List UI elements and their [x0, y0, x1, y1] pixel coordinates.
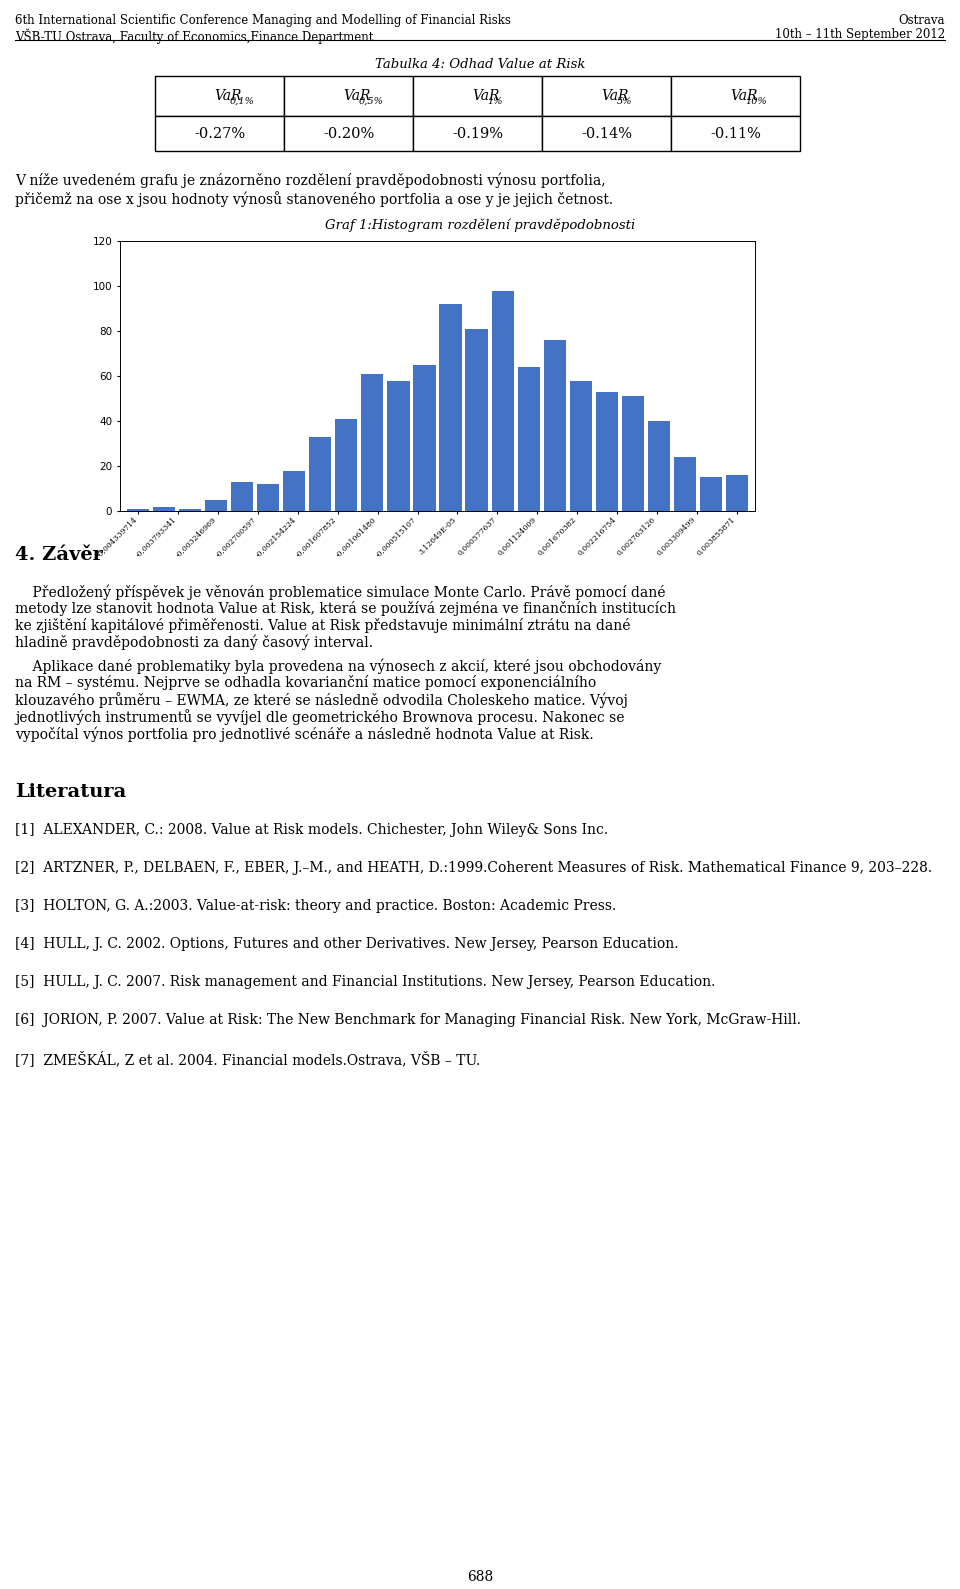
Text: přičemž na ose x jsou hodnoty výnosů stanoveného portfolia a ose y je jejich čet: přičemž na ose x jsou hodnoty výnosů sta…	[15, 191, 613, 207]
Text: 6th International Scientific Conference Managing and Modelling of Financial Risk: 6th International Scientific Conference …	[15, 14, 511, 27]
Text: VŠB-TU Ostrava, Faculty of Economics,Finance Department: VŠB-TU Ostrava, Faculty of Economics,Fin…	[15, 29, 373, 43]
Text: Ostrava: Ostrava	[899, 14, 945, 27]
Bar	[466, 329, 488, 512]
Text: [7]  ZMEŠKÁL, Z et al. 2004. Financial models.Ostrava, VŠB – TU.: [7] ZMEŠKÁL, Z et al. 2004. Financial mo…	[15, 1050, 480, 1066]
Bar	[180, 508, 202, 512]
Text: VaR: VaR	[344, 89, 371, 103]
Text: VaR: VaR	[214, 89, 242, 103]
Text: Literatura: Literatura	[15, 783, 127, 801]
Text: VaR: VaR	[472, 89, 500, 103]
Text: [3]  HOLTON, G. A.:2003. Value-at-risk: theory and practice. Boston: Academic Pr: [3] HOLTON, G. A.:2003. Value-at-risk: t…	[15, 899, 616, 914]
Bar	[543, 340, 565, 512]
Bar	[492, 291, 514, 512]
Bar	[284, 76, 413, 116]
Bar	[154, 507, 176, 512]
Text: jednotlivých instrumentů se vyvíjel dle geometrického Brownova procesu. Nakonec : jednotlivých instrumentů se vyvíjel dle …	[15, 709, 625, 725]
Bar	[726, 475, 748, 512]
Bar	[283, 470, 305, 512]
Text: 688: 688	[467, 1570, 493, 1584]
Text: -0.11%: -0.11%	[710, 127, 761, 140]
Text: Tabulka 4: Odhad Value at Risk: Tabulka 4: Odhad Value at Risk	[374, 59, 586, 72]
Bar	[257, 485, 279, 512]
Bar	[413, 116, 542, 151]
Bar	[674, 458, 696, 512]
Bar	[205, 501, 228, 512]
Text: 0,1%: 0,1%	[229, 97, 254, 105]
Text: [2]  ARTZNER, P., DELBAEN, F., EBER, J.–M., and HEATH, D.:1999.Coherent Measures: [2] ARTZNER, P., DELBAEN, F., EBER, J.–M…	[15, 861, 932, 876]
Bar	[569, 380, 591, 512]
Text: V níže uvedeném grafu je znázorněno rozdělení pravděpodobnosti výnosu portfolia,: V níže uvedeném grafu je znázorněno rozd…	[15, 173, 606, 189]
Bar	[155, 116, 284, 151]
Text: ke zjištění kapitálové přiměřenosti. Value at Risk představuje minimální ztrátu : ke zjištění kapitálové přiměřenosti. Val…	[15, 618, 631, 632]
Text: 10%: 10%	[746, 97, 767, 105]
Text: -0.14%: -0.14%	[581, 127, 632, 140]
Text: [6]  JORION, P. 2007. Value at Risk: The New Benchmark for Managing Financial Ri: [6] JORION, P. 2007. Value at Risk: The …	[15, 1014, 801, 1026]
Text: Graf 1:Histogram rozdělení pravděpodobnosti: Graf 1:Histogram rozdělení pravděpodobno…	[324, 219, 636, 232]
Text: -0.20%: -0.20%	[323, 127, 374, 140]
Bar	[517, 367, 540, 512]
Bar	[284, 116, 413, 151]
Bar	[309, 437, 331, 512]
Text: 5%: 5%	[616, 97, 632, 105]
Text: klouzavého průměru – EWMA, ze které se následně odvodila Choleskeho matice. Vývo: klouzavého průměru – EWMA, ze které se n…	[15, 691, 628, 707]
Text: na RM – systému. Nejprve se odhadla kovarianční matice pomocí exponenciálního: na RM – systému. Nejprve se odhadla kova…	[15, 675, 596, 690]
Bar	[595, 392, 617, 512]
Bar	[413, 76, 542, 116]
Text: vypočítal výnos portfolia pro jednotlivé scénáře a následně hodnota Value at Ris: vypočítal výnos portfolia pro jednotlivé…	[15, 726, 593, 742]
Bar	[542, 116, 671, 151]
Bar	[542, 76, 671, 116]
Text: hladině pravděpodobnosti za daný časový interval.: hladině pravděpodobnosti za daný časový …	[15, 636, 373, 650]
Text: metody lze stanovit hodnota Value at Risk, která se používá zejména ve finančníc: metody lze stanovit hodnota Value at Ris…	[15, 601, 676, 617]
Text: Aplikace dané problematiky byla provedena na výnosech z akcií, které jsou obchod: Aplikace dané problematiky byla proveden…	[15, 658, 661, 674]
Bar	[648, 421, 670, 512]
Text: 1%: 1%	[488, 97, 503, 105]
Text: VaR: VaR	[731, 89, 758, 103]
Text: 4. Závěr: 4. Závěr	[15, 547, 103, 564]
Text: 10th – 11th September 2012: 10th – 11th September 2012	[775, 29, 945, 41]
Bar	[127, 508, 149, 512]
Bar	[671, 76, 800, 116]
Bar	[361, 373, 383, 512]
Bar	[700, 477, 722, 512]
Text: VaR: VaR	[602, 89, 629, 103]
Bar	[335, 419, 357, 512]
Bar	[414, 365, 436, 512]
Text: -0.19%: -0.19%	[452, 127, 503, 140]
Text: 0,5%: 0,5%	[358, 97, 383, 105]
Text: [4]  HULL, J. C. 2002. Options, Futures and other Derivatives. New Jersey, Pears: [4] HULL, J. C. 2002. Options, Futures a…	[15, 938, 679, 950]
Bar	[388, 380, 410, 512]
Bar	[155, 76, 284, 116]
Bar	[622, 396, 644, 512]
Text: -0.27%: -0.27%	[194, 127, 245, 140]
Bar	[671, 116, 800, 151]
Text: [5]  HULL, J. C. 2007. Risk management and Financial Institutions. New Jersey, P: [5] HULL, J. C. 2007. Risk management an…	[15, 976, 715, 988]
Bar	[231, 481, 253, 512]
Text: [1]  ALEXANDER, C.: 2008. Value at Risk models. Chichester, John Wiley& Sons Inc: [1] ALEXANDER, C.: 2008. Value at Risk m…	[15, 823, 608, 837]
Text: Předložený příspěvek je věnován problematice simulace Monte Carlo. Právě pomocí : Předložený příspěvek je věnován problema…	[15, 585, 665, 599]
Bar	[440, 303, 462, 512]
